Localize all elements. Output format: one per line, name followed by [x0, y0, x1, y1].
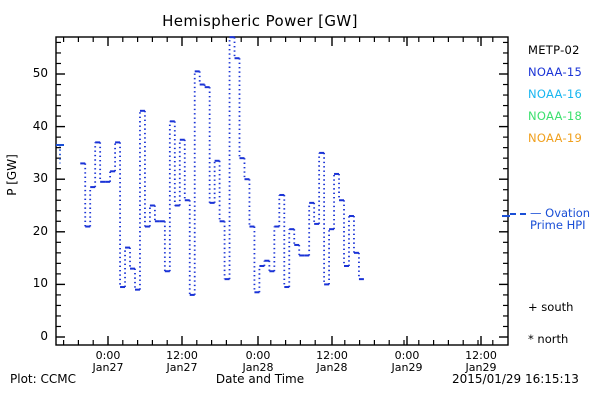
x-tick-time: 0:00	[245, 349, 271, 362]
x-tick-time: 12:00	[166, 349, 198, 362]
x-tick-label: 0:00 Jan27	[73, 350, 143, 374]
marker-note-north: * north	[528, 332, 568, 346]
x-axis-label: Date and Time	[215, 372, 305, 386]
y-tick-label: 0	[40, 329, 48, 343]
x-tick-time: 12:00	[465, 349, 497, 362]
x-tick-label: 12:00 Jan27	[147, 350, 217, 374]
data-series	[80, 36, 364, 296]
legend-item-noaa-16[interactable]: NOAA-16	[528, 87, 583, 101]
x-tick-date: Jan29	[391, 361, 423, 374]
x-tick-date: Jan28	[242, 361, 274, 374]
ovation-dash-icon	[510, 213, 526, 215]
y-tick-label: 10	[32, 276, 48, 291]
legend-item-noaa-18[interactable]: NOAA-18	[528, 109, 583, 123]
ovation-label-line1: — Ovation	[530, 206, 591, 220]
marker-label-south: south	[537, 300, 574, 314]
x-tick-date: Jan28	[316, 361, 348, 374]
page-title: Hemispheric Power [GW]	[162, 12, 358, 30]
x-tick-label: 0:00 Jan29	[372, 350, 442, 374]
y-axis-ticks	[56, 41, 508, 338]
x-tick-label: 12:00 Jan29	[446, 350, 516, 374]
legend-item-noaa-15[interactable]: NOAA-15	[528, 65, 583, 79]
x-tick-time: 0:00	[95, 349, 121, 362]
x-axis-ticks	[62, 37, 494, 345]
ovation-label-line2: Prime HPI	[530, 218, 586, 232]
marker-label-north: north	[533, 332, 569, 346]
x-tick-label: 0:00 Jan28	[223, 350, 293, 374]
x-tick-date: Jan29	[465, 361, 497, 374]
x-tick-date: Jan27	[166, 361, 198, 374]
ovation-legend-label: — Ovation Prime HPI	[530, 207, 590, 231]
y-tick-label: 50	[32, 66, 48, 80]
ovation-marker	[56, 144, 510, 218]
y-tick-label: 40	[32, 118, 48, 133]
marker-symbol-north: *	[528, 332, 534, 346]
x-tick-time: 0:00	[394, 349, 420, 362]
legend-item-noaa-19[interactable]: NOAA-19	[528, 131, 583, 145]
y-tick-label: 30	[32, 171, 48, 186]
plot-frame	[55, 36, 509, 346]
y-tick-label: 20	[32, 223, 48, 238]
marker-note-south: + south	[528, 300, 573, 314]
marker-symbol-south: +	[528, 300, 538, 314]
timestamp: 2015/01/29 16:15:13	[452, 372, 579, 386]
x-tick-label: 12:00 Jan28	[297, 350, 367, 374]
x-tick-time: 12:00	[316, 349, 348, 362]
legend-item-metp-02[interactable]: METP-02	[528, 43, 580, 57]
x-tick-date: Jan27	[92, 361, 124, 374]
y-axis-label: P [GW]	[5, 154, 19, 196]
plot-credit: Plot: CCMC	[10, 372, 76, 386]
